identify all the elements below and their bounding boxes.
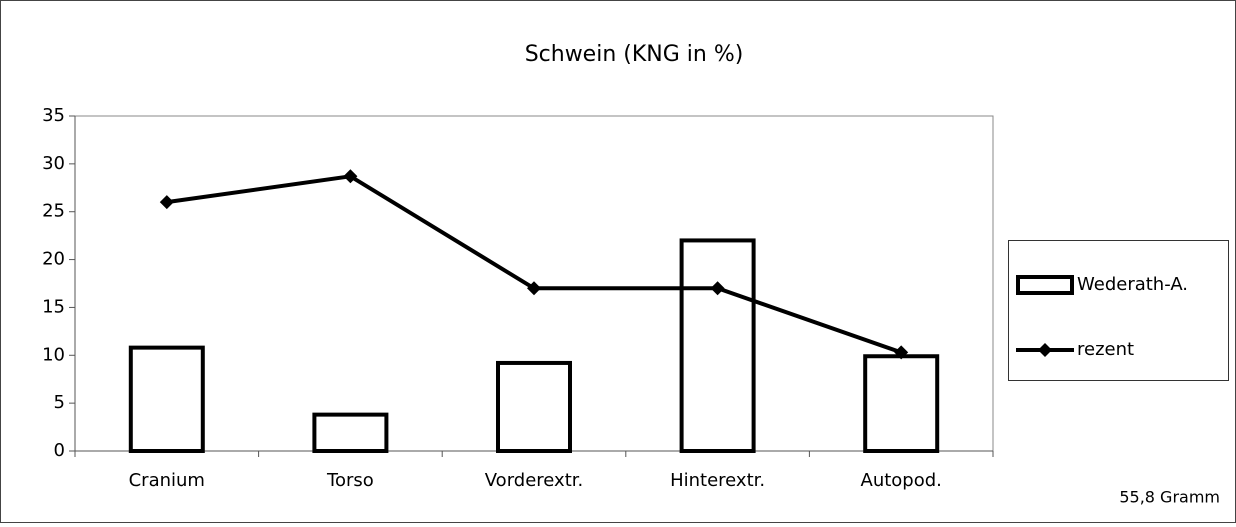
marker <box>894 345 909 360</box>
y-tick-label: 35 <box>42 105 65 126</box>
bar <box>496 360 572 454</box>
bar <box>679 238 756 453</box>
x-tick-label: Hinterextr. <box>670 470 765 491</box>
legend-marker <box>1038 343 1052 357</box>
y-tick-label: 30 <box>42 153 65 174</box>
bar <box>312 412 389 453</box>
annotation: 55,8 Gramm <box>1119 488 1220 507</box>
legend-label: rezent <box>1077 339 1134 360</box>
legend-label: Wederath-A. <box>1077 274 1188 295</box>
y-tick-label: 5 <box>54 392 65 413</box>
y-tick-label: 0 <box>54 440 65 461</box>
x-tick-label: Cranium <box>129 470 205 491</box>
y-tick-label: 15 <box>42 296 65 317</box>
x-tick-label: Torso <box>326 470 374 491</box>
marker <box>159 195 174 210</box>
x-tick-label: Autopod. <box>861 470 942 491</box>
chart-title: Schwein (KNG in %) <box>525 42 744 67</box>
marker <box>527 281 541 296</box>
y-tick-label: 10 <box>42 344 65 365</box>
marker <box>710 281 725 296</box>
marker <box>343 169 358 184</box>
legend-box <box>1008 240 1229 381</box>
bar <box>128 345 205 453</box>
bar <box>863 354 940 453</box>
y-tick-label: 20 <box>42 249 65 270</box>
x-tick-label: Vorderextr. <box>485 470 583 491</box>
legend-swatch <box>1016 275 1074 295</box>
y-tick-label: 25 <box>42 201 65 222</box>
